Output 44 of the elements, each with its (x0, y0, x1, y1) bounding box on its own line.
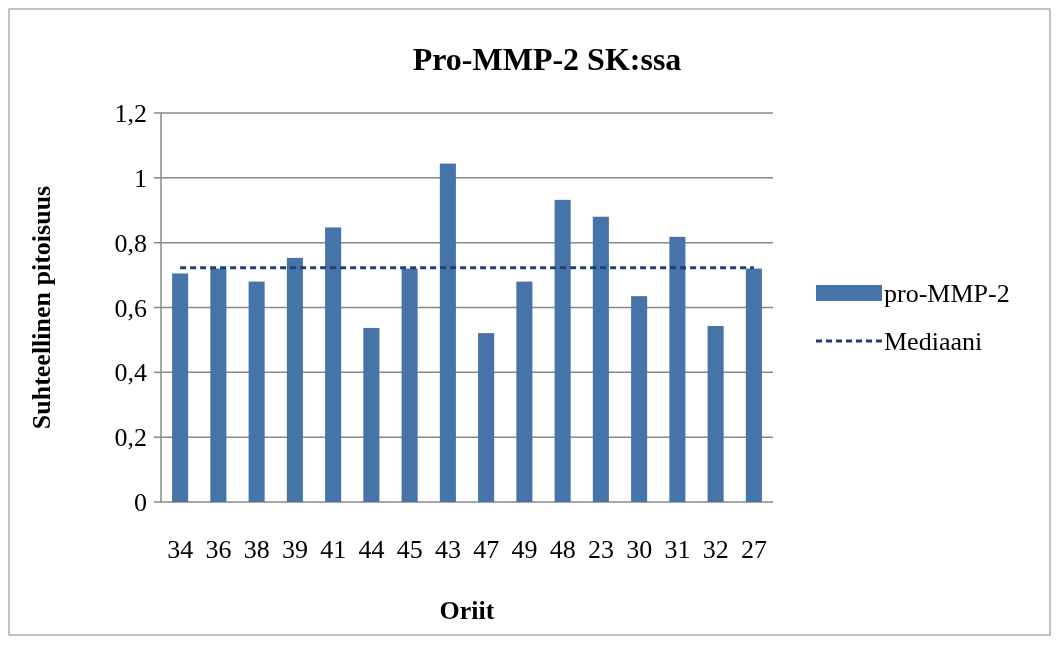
x-tick-label: 45 (396, 535, 423, 564)
x-tick-label: 47 (473, 535, 500, 564)
bar (248, 281, 265, 502)
x-tick-label: 38 (243, 535, 270, 564)
bar (325, 227, 342, 502)
x-tick-label: 32 (702, 535, 729, 564)
y-tick-label: 0,6 (114, 293, 147, 323)
bar (669, 236, 686, 502)
bar (478, 333, 495, 502)
bar (592, 216, 609, 502)
x-axis-title: Oriit (439, 596, 495, 625)
bar (745, 268, 762, 502)
x-tick-label: 36 (205, 535, 232, 564)
bar (707, 325, 724, 502)
y-tick-label: 0 (134, 488, 147, 518)
x-tick-label: 39 (281, 535, 308, 564)
bar (631, 296, 648, 502)
x-tick-label: 48 (549, 535, 576, 564)
x-tick-label: 41 (320, 535, 347, 564)
x-tick-label: 27 (740, 535, 767, 564)
x-tick-label: 30 (626, 535, 653, 564)
legend-label: pro-MMP-2 (884, 279, 1010, 309)
x-tick-label: 34 (167, 535, 194, 564)
y-tick-label: 0,8 (114, 228, 147, 258)
bar (439, 163, 456, 502)
bar (554, 199, 571, 502)
bar (363, 327, 380, 502)
y-axis-title: Suhteellinen pitoisuus (27, 185, 56, 430)
x-tick-label: 23 (587, 535, 614, 564)
bar (516, 281, 533, 502)
x-tick-label: 43 (434, 535, 461, 564)
bar (286, 257, 303, 502)
bar (210, 268, 227, 502)
legend-label: Mediaani (884, 327, 983, 357)
x-tick-label: 49 (511, 535, 538, 564)
bar (172, 273, 189, 502)
x-tick-label: 31 (664, 535, 691, 564)
y-tick-label: 0,2 (114, 423, 147, 453)
y-tick-label: 0,4 (114, 358, 147, 388)
x-tick-label: 44 (358, 535, 385, 564)
bar (401, 268, 418, 502)
y-tick-label: 1 (134, 163, 147, 193)
y-tick-label: 1,2 (114, 99, 147, 129)
chart-title: Pro-MMP-2 SK:ssa (412, 41, 682, 77)
